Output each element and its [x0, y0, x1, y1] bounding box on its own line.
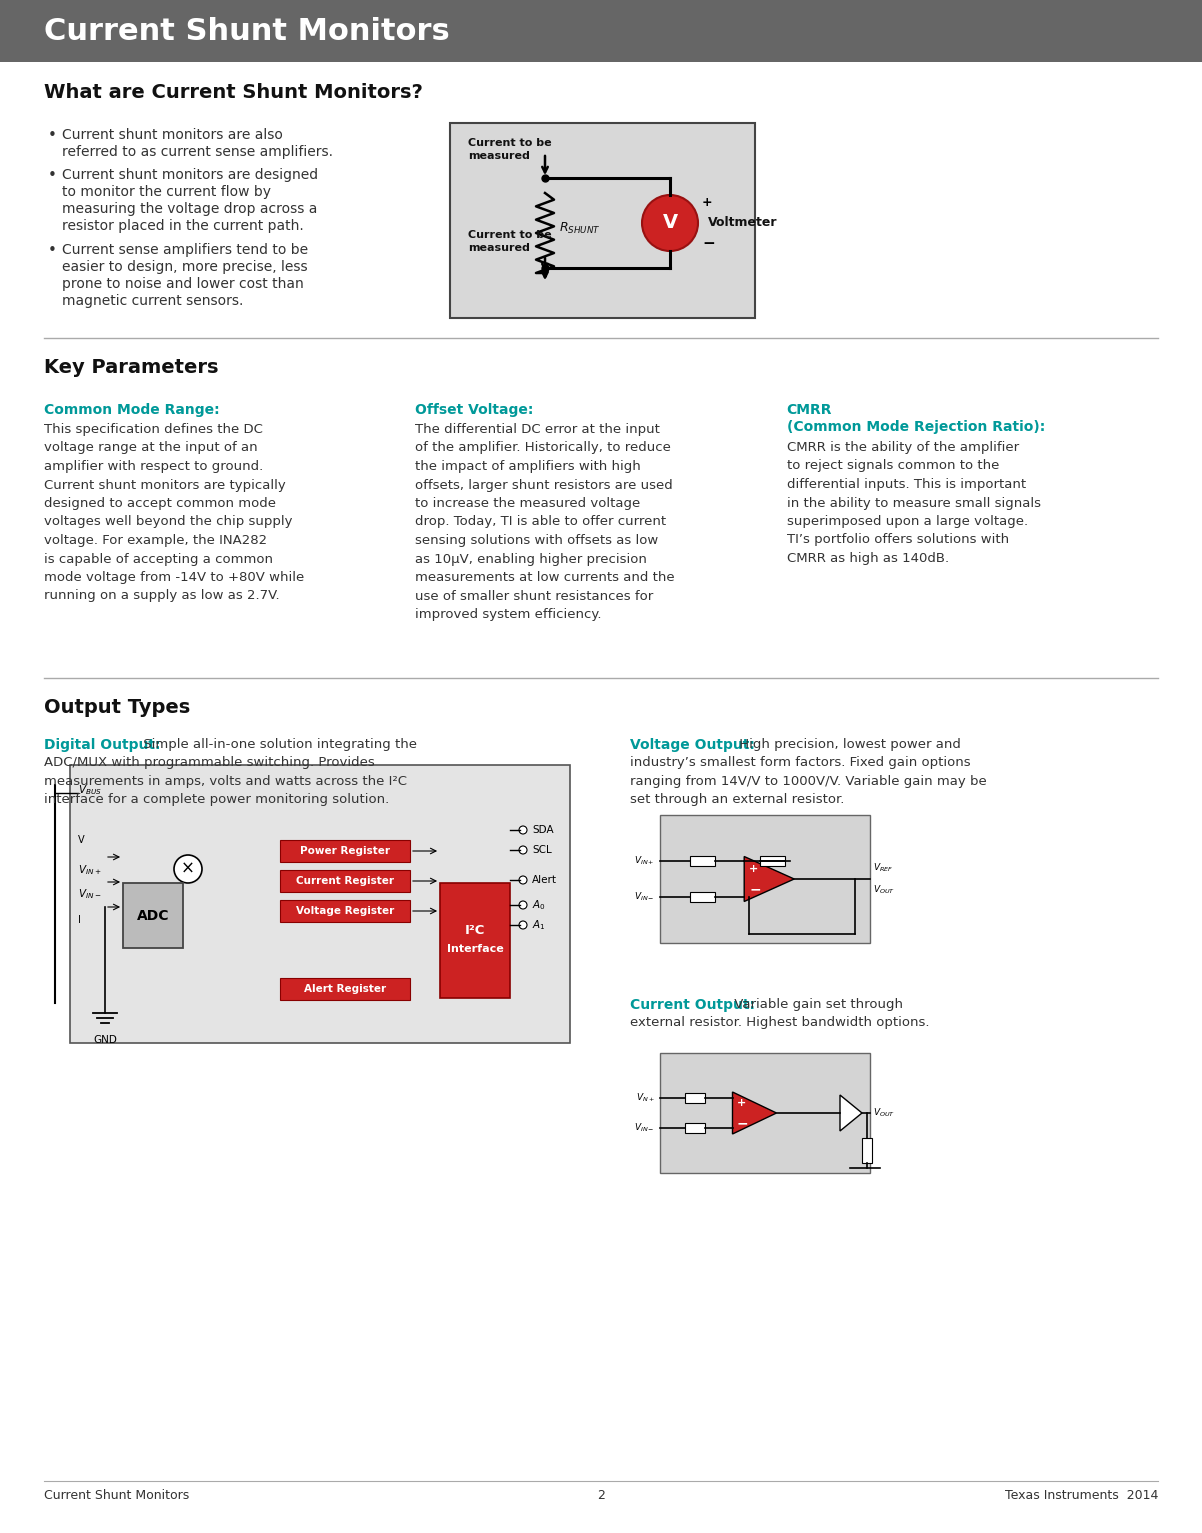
Bar [690, 855, 715, 866]
Text: $V_{IN-}$: $V_{IN-}$ [635, 891, 655, 903]
Text: +: + [702, 196, 713, 210]
Text: Texas Instruments  2014: Texas Instruments 2014 [1005, 1489, 1158, 1502]
Text: −: − [749, 881, 761, 895]
Text: measuring the voltage drop across a: measuring the voltage drop across a [63, 202, 317, 216]
Text: easier to design, more precise, less: easier to design, more precise, less [63, 261, 308, 274]
Bar [70, 765, 570, 1042]
Text: $V_{IN+}$: $V_{IN+}$ [78, 863, 101, 877]
Text: Current Shunt Monitors: Current Shunt Monitors [44, 17, 450, 46]
Text: Variable gain set through: Variable gain set through [730, 998, 903, 1010]
Bar [685, 1124, 706, 1133]
Text: 2: 2 [597, 1489, 605, 1502]
Text: Current sense amplifiers tend to be: Current sense amplifiers tend to be [63, 244, 308, 258]
Text: •: • [48, 169, 56, 182]
Text: Alert: Alert [532, 875, 557, 885]
Bar [450, 123, 755, 317]
Text: What are Current Shunt Monitors?: What are Current Shunt Monitors? [44, 83, 423, 103]
Polygon shape [732, 1091, 776, 1134]
Text: $V_{REF}$: $V_{REF}$ [873, 862, 893, 874]
Text: Power Register: Power Register [300, 846, 389, 855]
Text: Offset Voltage:: Offset Voltage: [416, 403, 534, 417]
Bar [280, 840, 410, 862]
Text: Current Shunt Monitors: Current Shunt Monitors [44, 1489, 189, 1502]
Text: +: + [749, 865, 758, 874]
Text: •: • [48, 244, 56, 258]
Bar [690, 892, 715, 901]
Circle shape [519, 846, 526, 854]
Text: $V_{IN-}$: $V_{IN-}$ [635, 1122, 655, 1134]
Text: V: V [78, 835, 84, 845]
Text: industry’s smallest form factors. Fixed gain options
ranging from 14V/V to 1000V: industry’s smallest form factors. Fixed … [630, 756, 987, 806]
Text: Output Types: Output Types [44, 698, 190, 717]
Circle shape [519, 826, 526, 834]
Bar [0, 0, 1202, 61]
Text: $V_{OUT}$: $V_{OUT}$ [873, 1107, 895, 1119]
Text: Current Register: Current Register [296, 875, 394, 886]
Text: $V_{IN+}$: $V_{IN+}$ [635, 855, 655, 868]
Text: GND: GND [93, 1035, 117, 1046]
Text: Current to be
measured: Current to be measured [468, 230, 552, 253]
Bar [123, 883, 183, 947]
Text: This specification defines the DC
voltage range at the input of an
amplifier wit: This specification defines the DC voltag… [44, 423, 304, 602]
Text: Interface: Interface [447, 943, 504, 954]
Text: prone to noise and lower cost than: prone to noise and lower cost than [63, 277, 304, 291]
Text: $R_{SHUNT}$: $R_{SHUNT}$ [559, 221, 601, 236]
Circle shape [642, 195, 698, 251]
Text: Voltage Register: Voltage Register [296, 906, 394, 917]
Text: CMRR is the ability of the amplifier
to reject signals common to the
differentia: CMRR is the ability of the amplifier to … [786, 442, 1041, 566]
Text: Current shunt monitors are designed: Current shunt monitors are designed [63, 169, 319, 182]
Circle shape [519, 921, 526, 929]
Text: external resistor. Highest bandwidth options.: external resistor. Highest bandwidth opt… [630, 1016, 929, 1029]
Bar [280, 900, 410, 921]
Text: CMRR
(Common Mode Rejection Ratio):: CMRR (Common Mode Rejection Ratio): [786, 403, 1045, 434]
Text: magnetic current sensors.: magnetic current sensors. [63, 294, 243, 308]
Text: Digital Output:: Digital Output: [44, 737, 161, 753]
Bar [685, 1093, 706, 1104]
Text: V: V [662, 213, 678, 233]
Text: Current shunt monitors are also: Current shunt monitors are also [63, 127, 282, 143]
Circle shape [519, 901, 526, 909]
Text: −: − [702, 236, 715, 250]
Text: $V_{N+}$: $V_{N+}$ [636, 1091, 655, 1104]
Text: •: • [48, 127, 56, 143]
Text: $A_1$: $A_1$ [532, 918, 546, 932]
Text: Alert Register: Alert Register [304, 984, 386, 993]
Text: SDA: SDA [532, 825, 554, 835]
Text: Current Output:: Current Output: [630, 998, 755, 1012]
Circle shape [174, 855, 202, 883]
Text: +: + [737, 1098, 745, 1108]
Text: ADC: ADC [137, 909, 169, 923]
Text: Simple all-in-one solution integrating the: Simple all-in-one solution integrating t… [139, 737, 417, 751]
Text: $V_{IN-}$: $V_{IN-}$ [78, 888, 101, 901]
Bar [760, 855, 785, 866]
Text: High precision, lowest power and: High precision, lowest power and [734, 737, 960, 751]
Bar [862, 1137, 871, 1164]
Text: Voltage Output:: Voltage Output: [630, 737, 755, 753]
Text: $V_{OUT}$: $V_{OUT}$ [873, 885, 895, 897]
Bar [660, 816, 870, 943]
Text: to monitor the current flow by: to monitor the current flow by [63, 185, 270, 199]
Text: $V_{BUS}$: $V_{BUS}$ [78, 783, 102, 797]
Polygon shape [744, 857, 795, 901]
Text: Common Mode Range:: Common Mode Range: [44, 403, 220, 417]
Bar [440, 883, 510, 998]
Circle shape [519, 875, 526, 885]
Text: $A_0$: $A_0$ [532, 898, 546, 912]
Bar [280, 871, 410, 892]
Polygon shape [840, 1095, 862, 1131]
Text: referred to as current sense amplifiers.: referred to as current sense amplifiers. [63, 146, 333, 159]
Text: ADC/MUX with programmable switching. Provides
measurements in amps, volts and wa: ADC/MUX with programmable switching. Pro… [44, 756, 407, 806]
Text: The differential DC error at the input
of the amplifier. Historically, to reduce: The differential DC error at the input o… [416, 423, 676, 621]
Text: ×: × [182, 860, 195, 878]
Text: SCL: SCL [532, 845, 552, 855]
Text: resistor placed in the current path.: resistor placed in the current path. [63, 219, 304, 233]
Bar [280, 978, 410, 1000]
Text: −: − [737, 1116, 748, 1130]
Text: I: I [78, 915, 81, 924]
Text: Key Parameters: Key Parameters [44, 359, 219, 377]
Bar [660, 1053, 870, 1173]
Text: I²C: I²C [465, 924, 486, 937]
Text: Current to be
measured: Current to be measured [468, 138, 552, 161]
Text: Voltmeter: Voltmeter [708, 216, 778, 230]
